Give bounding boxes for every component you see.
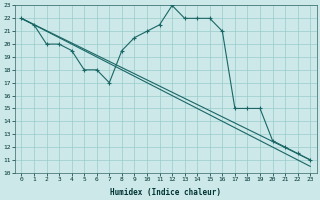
X-axis label: Humidex (Indice chaleur): Humidex (Indice chaleur): [110, 188, 221, 197]
